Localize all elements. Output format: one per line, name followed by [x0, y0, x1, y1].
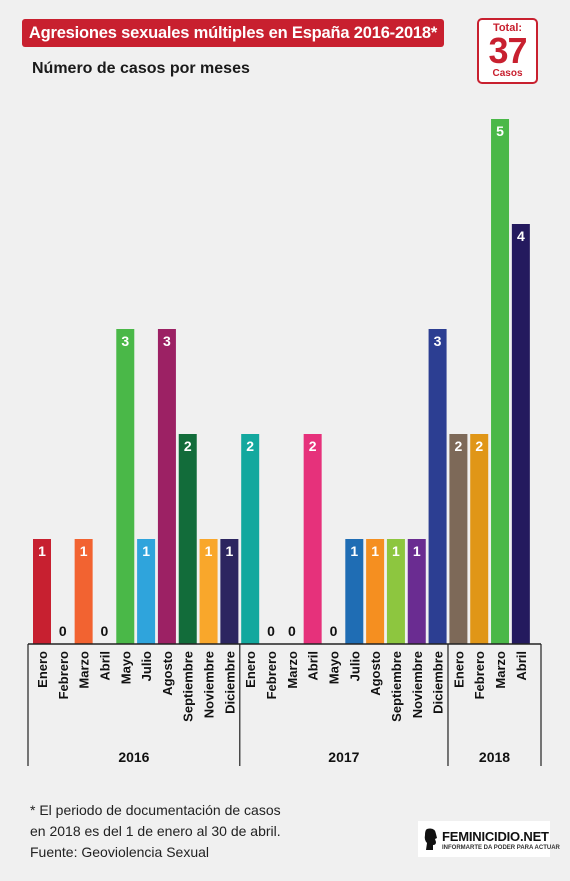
- month-tick-label: Julio: [347, 651, 362, 681]
- data-label: 1: [392, 543, 400, 559]
- data-label: 0: [330, 623, 338, 639]
- year-label: 2016: [118, 749, 149, 765]
- data-label: 1: [350, 543, 358, 559]
- month-tick-label: Enero: [243, 651, 258, 688]
- month-tick-label: Noviembre: [202, 651, 217, 718]
- logo-tagline: INFORMARTE DA PODER PARA ACTUAR: [442, 845, 560, 851]
- bar: [74, 539, 93, 644]
- total-badge: Total: 37 Casos: [477, 18, 538, 84]
- month-tick-label: Abril: [306, 651, 321, 681]
- month-tick-label: Diciembre: [222, 651, 237, 714]
- bar: [470, 434, 489, 644]
- month-tick-label: Abril: [97, 651, 112, 681]
- month-tick-label: Agosto: [368, 651, 383, 696]
- month-tick-label: Diciembre: [431, 651, 446, 714]
- data-label: 2: [309, 438, 317, 454]
- data-label: 5: [496, 123, 504, 139]
- bar: [366, 539, 385, 644]
- month-tick-label: Febrero: [472, 651, 487, 699]
- bar: [303, 434, 322, 644]
- chart-subtitle: Número de casos por meses: [32, 60, 250, 77]
- month-tick-label: Marzo: [285, 651, 300, 689]
- logo-name: FEMINICIDIO.NET: [442, 829, 549, 844]
- data-label: 1: [142, 543, 150, 559]
- month-tick-label: Marzo: [77, 651, 92, 689]
- month-tick-label: Septiembre: [181, 651, 196, 722]
- footnote: * El periodo de documentación de casos e…: [30, 800, 281, 863]
- month-tick-label: Mayo: [326, 651, 341, 684]
- month-tick-label: Agosto: [160, 651, 175, 696]
- data-label: 1: [80, 543, 88, 559]
- footnote-line-2: en 2018 es del 1 de enero al 30 de abril…: [30, 823, 281, 839]
- footnote-line-1: * El periodo de documentación de casos: [30, 802, 281, 818]
- data-label: 1: [413, 543, 421, 559]
- month-tick-label: Abril: [514, 651, 529, 681]
- bar: [220, 539, 239, 644]
- year-label: 2017: [328, 749, 359, 765]
- bar: [407, 539, 426, 644]
- bar: [157, 329, 176, 644]
- month-tick-label: Mayo: [118, 651, 133, 684]
- bar: [386, 539, 405, 644]
- data-label: 1: [38, 543, 46, 559]
- total-unit: Casos: [492, 68, 523, 79]
- data-label: 1: [205, 543, 213, 559]
- bar: [116, 329, 135, 644]
- month-tick-label: Noviembre: [410, 651, 425, 718]
- total-label: Total:: [492, 22, 523, 34]
- month-tick-label: Febrero: [264, 651, 279, 699]
- data-label: 0: [101, 623, 109, 639]
- feminicidio-logo: FEMINICIDIO.NET INFORMARTE DA PODER PARA…: [418, 821, 560, 857]
- data-label: 4: [517, 228, 525, 244]
- data-label: 3: [434, 333, 442, 349]
- data-label: 1: [371, 543, 379, 559]
- data-label: 2: [475, 438, 483, 454]
- bar: [137, 539, 156, 644]
- data-label: 1: [225, 543, 233, 559]
- year-label: 2018: [479, 749, 510, 765]
- data-label: 3: [163, 333, 171, 349]
- month-tick-label: Septiembre: [389, 651, 404, 722]
- data-label: 2: [246, 438, 254, 454]
- bar: [449, 434, 468, 644]
- month-tick-label: Julio: [139, 651, 154, 681]
- data-label: 0: [267, 623, 275, 639]
- total-value: 37: [488, 30, 527, 71]
- month-tick-label: Enero: [35, 651, 50, 688]
- bar: [491, 119, 510, 644]
- data-label: 3: [121, 333, 129, 349]
- head-silhouette-icon: [424, 828, 437, 850]
- data-label: 0: [288, 623, 296, 639]
- chart-title: Agresiones sexuales múltiples en España …: [22, 19, 444, 47]
- bar: [241, 434, 260, 644]
- data-label: 0: [59, 623, 67, 639]
- data-label: 2: [184, 438, 192, 454]
- bar: [428, 329, 447, 644]
- bar: [178, 434, 197, 644]
- bar: [199, 539, 218, 644]
- month-tick-label: Enero: [451, 651, 466, 688]
- bar: [511, 224, 530, 644]
- bar: [33, 539, 51, 644]
- month-tick-label: Febrero: [56, 651, 71, 699]
- bar: [345, 539, 364, 644]
- month-tick-label: Marzo: [493, 651, 508, 689]
- data-label: 2: [455, 438, 463, 454]
- source-note: Fuente: Geoviolencia Sexual: [30, 844, 209, 860]
- bar-chart: 1 Enero 0 Febrero 1 Marzo 0 Abril 3 Mayo 1 Julio 3 Ag…: [27, 119, 542, 766]
